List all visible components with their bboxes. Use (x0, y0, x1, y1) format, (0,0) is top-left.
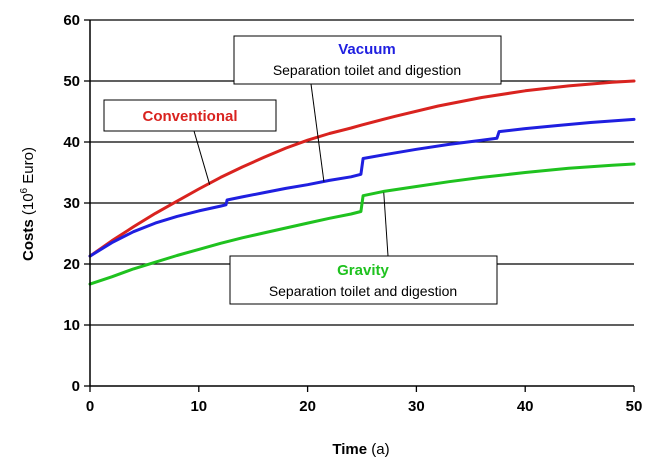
tick-labels: 0 10 20 30 40 50 60 0 10 20 30 40 50 (63, 12, 642, 415)
series-line-vacuum (88, 117, 636, 258)
annotation-conventional-box (103, 99, 277, 132)
annotation-vacuum-subtitle: Separation toilet and digestion (273, 62, 461, 78)
y-tick-label: 30 (63, 195, 80, 212)
x-axis-label: Time (332, 441, 367, 458)
y-tick-label: 60 (63, 12, 80, 29)
x-tick-label: 30 (408, 398, 425, 415)
annotation-vacuum-title: Vacuum (338, 41, 396, 58)
y-tick-label: 0 (72, 378, 80, 395)
annotation-gravity-box (229, 255, 498, 305)
leader-line-gravity (383, 192, 389, 257)
annotation-conventional-title: Conventional (142, 108, 237, 125)
series-line-gravity (88, 162, 636, 286)
y-tick-label: 40 (63, 134, 80, 151)
x-tick-label: 50 (626, 398, 643, 415)
y-axis-title: Costs (106 Euro) (19, 147, 37, 261)
leader-line-vacuum (310, 83, 325, 182)
y-axis-unit-exponent: 6 (19, 187, 30, 193)
annotation-vacuum: Vacuum Separation toilet and digestion (233, 35, 502, 85)
y-tick-label: 20 (63, 256, 80, 273)
annotation-vacuum-box (233, 35, 502, 85)
x-axis-unit: (a) (367, 441, 390, 458)
y-tick-label: 50 (63, 73, 80, 90)
series-line-conventional (88, 79, 636, 258)
y-tick-label: 10 (63, 317, 80, 334)
y-axis-unit-close: Euro) (20, 147, 37, 188)
x-tick-label: 40 (517, 398, 534, 415)
y-axis-unit-open: (10 (20, 193, 37, 219)
x-tick-label: 10 (190, 398, 207, 415)
annotation-conventional: Conventional (103, 99, 277, 132)
leader-line-conventional (193, 130, 211, 185)
x-tick-label: 0 (86, 398, 94, 415)
annotation-gravity: Gravity Separation toilet and digestion (229, 255, 498, 305)
annotation-gravity-subtitle: Separation toilet and digestion (269, 283, 457, 299)
x-tick-label: 20 (299, 398, 316, 415)
x-axis-title: Time (a) (332, 441, 389, 458)
series-lines (88, 79, 636, 286)
annotation-gravity-title: Gravity (337, 262, 389, 279)
annotation-leaders (193, 83, 389, 257)
y-axis-label: Costs (20, 219, 37, 261)
